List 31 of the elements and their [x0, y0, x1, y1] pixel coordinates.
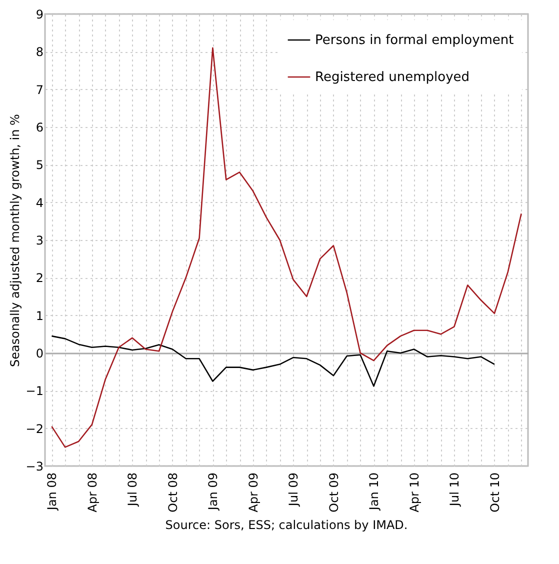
x-tick-label: Jul 09 [286, 472, 301, 508]
y-tick-label: 1 [36, 308, 44, 323]
y-tick-label: 8 [36, 45, 44, 60]
x-tick-label: Jan 10 [367, 472, 382, 512]
x-tick-label: Oct 09 [326, 472, 341, 512]
y-tick-label: 0 [36, 346, 44, 360]
x-tick-label: Jul 08 [126, 472, 140, 508]
y-tick-label: 9 [36, 8, 44, 22]
y-tick-label: 6 [36, 120, 44, 134]
x-tick-label: Oct 08 [166, 472, 180, 512]
x-tick-label: Jan 09 [206, 472, 220, 512]
y-axis-title: Seasonally adjusted monthly growth, in % [8, 114, 22, 367]
legend-label: Registered unemployed [315, 70, 470, 85]
y-tick-label: −1 [26, 384, 44, 398]
y-tick-label: −2 [26, 422, 44, 436]
x-tick-label: Jan 08 [45, 472, 60, 512]
x-tick-label: Apr 08 [85, 472, 100, 512]
line-series [51, 335, 496, 387]
y-tick-label: 7 [36, 82, 44, 97]
x-tick-label: Apr 10 [407, 472, 422, 512]
x-tick-label: Jul 10 [448, 472, 462, 508]
y-tick-label: −3 [26, 460, 44, 474]
source-note: Source: Sors, ESS; calculations by IMAD. [165, 518, 408, 532]
line-series [51, 47, 522, 448]
x-tick-label: Oct 10 [488, 472, 502, 512]
legend-label: Persons in formal employment [315, 33, 514, 48]
y-tick-label: 2 [36, 271, 44, 286]
y-tick-label: 3 [36, 234, 44, 248]
y-tick-label: 4 [36, 196, 44, 210]
y-tick-label: 5 [36, 158, 44, 172]
x-tick-label: Apr 09 [246, 472, 260, 512]
